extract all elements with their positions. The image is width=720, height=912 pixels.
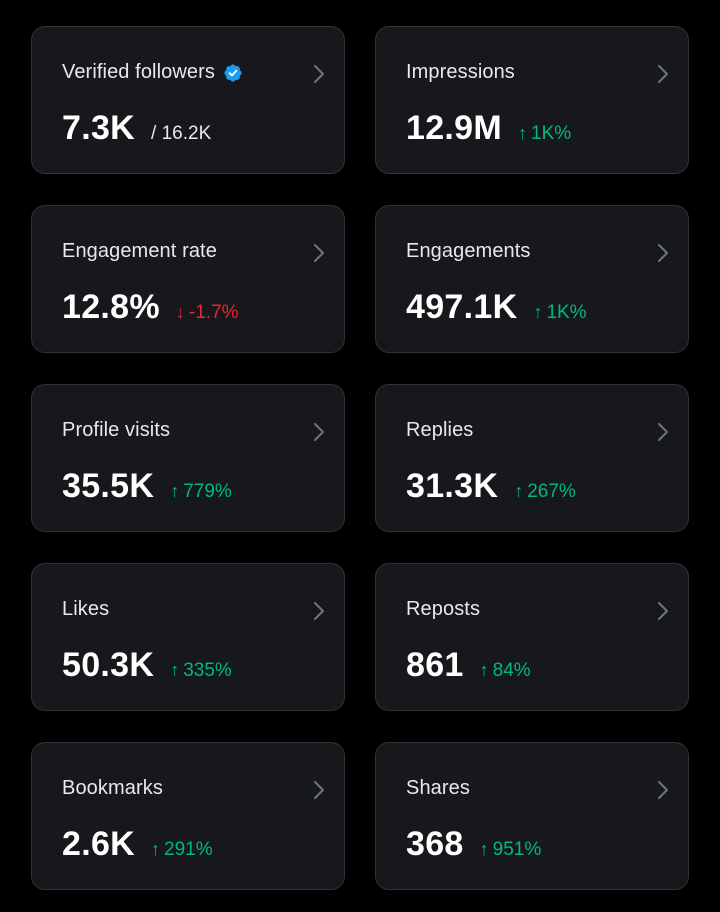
card-engagement-rate[interactable]: Engagement rate 12.8% ↓ -1.7% [31, 205, 345, 353]
arrow-up-icon: ↑ [170, 660, 180, 680]
metric-value: 2.6K [62, 825, 136, 863]
card-title: Profile visits [62, 419, 170, 442]
verified-badge-icon [224, 63, 242, 82]
metric-change: ↑ 267% [514, 481, 576, 503]
metric-change: ↑ 84% [480, 660, 531, 682]
chevron-right-icon [658, 423, 668, 441]
metric-row: 31.3K ↑ 267% [406, 467, 576, 506]
card-title-label: Engagements [406, 240, 531, 262]
card-title-label: Profile visits [62, 419, 171, 441]
card-title: Shares [406, 777, 470, 800]
card-title: Verified followers [62, 61, 243, 84]
metric-total: / 16.2K [151, 123, 212, 144]
metric-change: ↑ 951% [480, 839, 542, 861]
metric-change: ↑ 779% [170, 481, 232, 503]
metric-value: 12.8% [62, 288, 160, 326]
metric-change: ↑ 1K% [518, 123, 571, 145]
card-title: Bookmarks [62, 777, 163, 800]
chevron-right-icon [314, 65, 324, 83]
card-title-label: Engagement rate [62, 240, 217, 262]
metric-row: 368 ↑ 951% [406, 825, 541, 864]
analytics-grid: Verified followers 7.3K / 16.2K Impressi… [31, 26, 689, 890]
metric-row: 12.9M ↑ 1K% [406, 109, 571, 148]
metric-change-value: 267% [527, 481, 576, 502]
metric-value: 50.3K [62, 646, 155, 684]
card-bookmarks[interactable]: Bookmarks 2.6K ↑ 291% [31, 742, 345, 890]
arrow-up-icon: ↑ [479, 839, 489, 859]
arrow-up-icon: ↑ [533, 302, 543, 322]
card-engagements[interactable]: Engagements 497.1K ↑ 1K% [375, 205, 689, 353]
card-shares[interactable]: Shares 368 ↑ 951% [375, 742, 689, 890]
metric-change-value: -1.7% [188, 302, 239, 323]
card-title-label: Bookmarks [62, 777, 163, 799]
card-title: Engagements [406, 240, 531, 263]
metric-value: 497.1K [406, 288, 518, 326]
metric-change: ↑ 1K% [533, 302, 586, 324]
metric-change: ↑ 291% [151, 839, 213, 861]
chevron-right-icon [658, 244, 668, 262]
arrow-up-icon: ↑ [151, 839, 161, 859]
metric-row: 50.3K ↑ 335% [62, 646, 232, 685]
chevron-right-icon [314, 423, 324, 441]
metric-change-value: 951% [492, 839, 542, 860]
chevron-right-icon [658, 65, 668, 83]
metric-change-value: 1K% [546, 302, 587, 323]
metric-row: 12.8% ↓ -1.7% [62, 288, 239, 327]
chevron-right-icon [314, 244, 324, 262]
arrow-up-icon: ↑ [518, 123, 527, 143]
metric-change-value: 291% [164, 839, 213, 860]
metric-row: 7.3K / 16.2K [62, 109, 211, 148]
metric-value: 12.9M [406, 109, 502, 147]
card-title-label: Impressions [406, 61, 515, 83]
card-verified-followers[interactable]: Verified followers 7.3K / 16.2K [31, 26, 345, 174]
arrow-up-icon: ↑ [479, 660, 489, 680]
arrow-up-icon: ↑ [170, 481, 180, 501]
arrow-down-icon: ↓ [175, 302, 185, 322]
card-title-label: Reposts [406, 598, 481, 620]
chevron-right-icon [314, 781, 324, 799]
metric-row: 861 ↑ 84% [406, 646, 531, 685]
metric-row: 497.1K ↑ 1K% [406, 288, 587, 327]
metric-change-value: 779% [183, 481, 232, 502]
card-likes[interactable]: Likes 50.3K ↑ 335% [31, 563, 345, 711]
chevron-right-icon [314, 602, 324, 620]
metric-change-value: 335% [183, 660, 232, 681]
metric-row: 35.5K ↑ 779% [62, 467, 232, 506]
metric-row: 2.6K ↑ 291% [62, 825, 213, 864]
chevron-right-icon [658, 602, 668, 620]
metric-change: ↓ -1.7% [176, 302, 239, 324]
metric-change: ↑ 335% [170, 660, 232, 682]
card-reposts[interactable]: Reposts 861 ↑ 84% [375, 563, 689, 711]
metric-value: 7.3K [62, 109, 136, 147]
card-title: Impressions [406, 61, 515, 84]
card-title-label: Replies [406, 419, 474, 441]
card-title: Replies [406, 419, 473, 442]
card-title: Engagement rate [62, 240, 217, 263]
card-profile-visits[interactable]: Profile visits 35.5K ↑ 779% [31, 384, 345, 532]
metric-value: 35.5K [62, 467, 155, 505]
metric-value: 368 [406, 825, 464, 863]
arrow-up-icon: ↑ [514, 481, 524, 501]
metric-change-value: 84% [492, 660, 531, 681]
metric-value: 31.3K [406, 467, 499, 505]
card-title: Reposts [406, 598, 480, 621]
card-title-label: Verified followers [62, 61, 215, 83]
card-title: Likes [62, 598, 109, 621]
metric-change-value: 1K% [531, 123, 572, 144]
card-impressions[interactable]: Impressions 12.9M ↑ 1K% [375, 26, 689, 174]
card-replies[interactable]: Replies 31.3K ↑ 267% [375, 384, 689, 532]
metric-value: 861 [406, 646, 464, 684]
card-title-label: Shares [406, 777, 470, 799]
card-title-label: Likes [62, 598, 110, 620]
chevron-right-icon [658, 781, 668, 799]
